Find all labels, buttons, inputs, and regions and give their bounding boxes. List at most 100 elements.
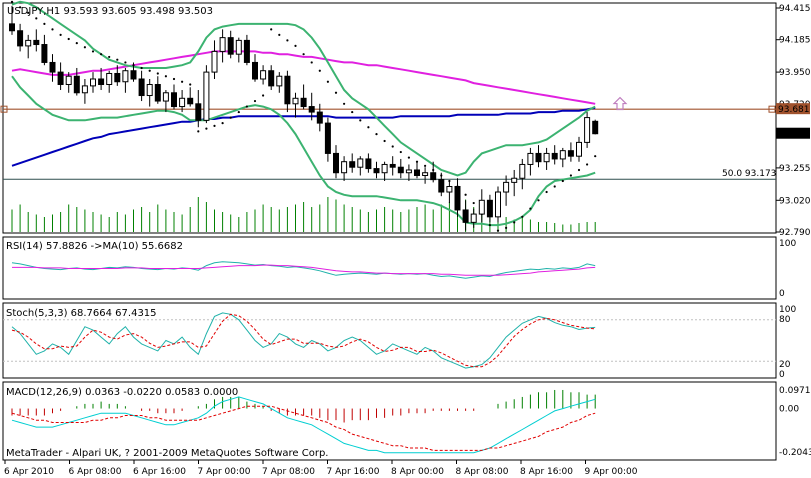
stoch-axis-100: 100 [779, 305, 796, 315]
psar-dot [569, 174, 573, 177]
candle-body [9, 23, 15, 32]
macd-axis-max: 0.0971 [779, 386, 811, 396]
candle-body [219, 37, 226, 52]
rsi-ma-line [12, 264, 596, 276]
candle-body [106, 72, 113, 86]
candle-body [122, 70, 129, 83]
psar-dot [318, 69, 321, 72]
stochastic-signal-line [11, 313, 596, 368]
psar-dot [124, 61, 127, 64]
candle-body [365, 158, 372, 170]
psar-dot [594, 155, 597, 158]
sma-long-line [11, 106, 596, 167]
candle-body [284, 75, 291, 105]
psar-dot [537, 199, 540, 202]
candle-body [81, 85, 88, 94]
horizontal-line-tag-box [776, 103, 810, 115]
candle-body [243, 39, 250, 63]
candle-body [227, 37, 234, 55]
stochastic-pane[interactable]: Stoch(5,3,3) 68.7664 67.4315 100 80 20 0 [2, 302, 796, 380]
horizontal-line-price-tag: 93.681 [776, 103, 810, 115]
candle-body [584, 117, 591, 143]
candle-body [333, 152, 339, 174]
rsi-line [11, 261, 596, 279]
psar-dot [326, 80, 329, 83]
psar-dot [189, 83, 192, 86]
psar-dot [205, 127, 208, 130]
candle-body [114, 72, 121, 83]
candle-body [90, 78, 96, 87]
psar-dot [245, 105, 248, 108]
candle-body [397, 166, 404, 174]
rsi-axis-max: 100 [779, 239, 796, 249]
price-pane[interactable]: USDJPY,H1 93.593 93.605 93.498 93.503 50… [0, 0, 811, 238]
psar-dot [488, 224, 491, 227]
psar-dot [464, 193, 467, 196]
psar-dot [383, 139, 386, 143]
copyright-footer: MetaTrader - Alpari UK, ? 2001-2009 Meta… [6, 448, 328, 459]
candle-body [405, 169, 412, 174]
sma-slow-line [11, 50, 596, 105]
psar-dot [10, 0, 14, 3]
candle-body [324, 122, 331, 154]
candle-body [422, 172, 429, 176]
candle-body [454, 186, 461, 211]
time-axis-label: 6 Apr 08:00 [69, 467, 122, 477]
psar-dot [262, 94, 265, 97]
candle-body [316, 111, 323, 124]
candle-body [519, 163, 526, 179]
stochastic-pane-frame [2, 302, 777, 379]
psar-dot [424, 164, 427, 167]
rsi-pane[interactable]: RSI(14) 57.8826 ->MA(10) 55.6682 100 0 [2, 236, 796, 300]
psar-dot [75, 42, 78, 45]
candle-body [592, 120, 599, 135]
candle-body [543, 152, 550, 163]
psar-dot [359, 119, 362, 122]
horizontal-line-right-handle[interactable] [768, 105, 776, 113]
psar-dot [67, 37, 70, 41]
stoch-axis-20: 20 [779, 360, 791, 370]
candle-body [25, 39, 32, 47]
psar-dot [286, 39, 289, 42]
psar-dot [505, 226, 508, 229]
candle-body [576, 141, 582, 157]
candle-body [438, 179, 445, 193]
psar-dot [521, 215, 524, 218]
up-arrow-icon[interactable] [612, 96, 628, 111]
price-axis-label: 94.415 [779, 4, 811, 14]
psar-dot [51, 28, 54, 31]
horizontal-line-left-handle[interactable] [0, 105, 8, 113]
candle-body [373, 168, 380, 174]
candle-body [470, 213, 477, 223]
macd-pane[interactable]: MACD(12,26,9) 0.0363 -0.0220 0.0583 0.00… [2, 381, 811, 461]
candle-body [41, 44, 48, 63]
psar-dot [367, 126, 370, 129]
psar-dot [148, 69, 151, 72]
psar-dot [172, 77, 176, 81]
psar-dot [334, 91, 338, 94]
psar-dot [59, 33, 62, 36]
psar-dot [229, 116, 232, 119]
candle-body [486, 199, 493, 218]
candle-body [430, 172, 437, 181]
macd-label: MACD(12,26,9) 0.0363 -0.0220 0.0583 0.00… [6, 387, 238, 398]
time-axis-label: 8 Apr 00:00 [391, 467, 444, 477]
candle-body [511, 177, 518, 183]
psar-dot [91, 50, 95, 53]
time-axis-label: 8 Apr 08:00 [456, 467, 509, 477]
candle-body [179, 97, 186, 108]
candle-body [349, 161, 356, 168]
psar-dot [545, 190, 548, 194]
candle-body [211, 50, 218, 73]
psar-dot [43, 22, 46, 25]
macd-axis-min: -0.2043 [779, 448, 811, 458]
psar-dot [553, 185, 556, 188]
psar-dot [310, 61, 313, 64]
psar-dot [391, 145, 394, 148]
psar-dot [399, 150, 402, 154]
time-axis-label: 7 Apr 08:00 [262, 467, 315, 477]
psar-dot [586, 163, 589, 166]
stochastic-main-line [11, 312, 596, 369]
